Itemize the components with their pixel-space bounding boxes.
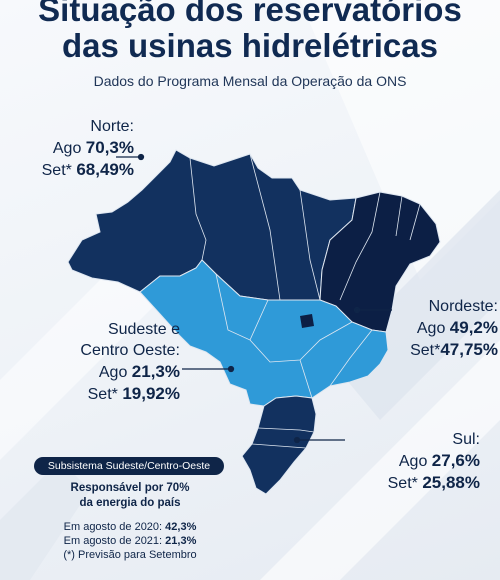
info-box: Responsável por 70% da energia do país E… [30,481,230,562]
map-region-sudeste-centro-oeste [139,259,389,407]
label-nordeste-set-value: 47,75% [440,340,498,359]
label-sudeste-name-2: Centro Oeste: [80,342,180,359]
info-headline-1: Responsável por 70% [70,482,190,494]
label-nordeste-set: Set*47,75% [392,339,498,361]
title-line-2: das usinas hidrelétricas [61,27,438,64]
label-sul-set-label: Set* [387,475,418,492]
label-sul: Sul: Ago 27,6% Set* 25,88% [340,429,480,494]
info-footnote: (*) Previsão para Setembro [63,549,197,561]
subsystem-badge: Subsistema Sudeste/Centro-Oeste [34,457,224,475]
label-norte-ago: Ago 70,3% [4,137,134,159]
label-norte-ago-value: 70,3% [85,138,134,157]
map-region-sul [241,395,317,495]
label-norte: Norte: Ago 70,3% Set* 68,49% [4,116,134,181]
label-nordeste-set-label: Set* [410,342,441,359]
map-df-marker [300,314,314,328]
label-sudeste-set: Set* 19,92% [40,383,180,405]
label-sul-name: Sul: [452,431,480,448]
label-nordeste-ago-value: 49,2% [449,318,498,337]
label-nordeste-name: Nordeste: [428,298,498,315]
label-sul-ago: Ago 27,6% [340,450,480,472]
label-sudeste: Sudeste e Centro Oeste: Ago 21,3% Set* 1… [40,319,180,405]
page-subtitle: Dados do Programa Mensal da Operação da … [93,73,407,89]
info-line-2020-value: 42,3% [165,521,197,533]
info-line-2020: Em agosto de 2020: 42,3% [30,520,230,534]
page-title: Situação dos reservatórios das usinas hi… [0,0,500,64]
label-norte-set-label: Set* [41,162,72,179]
label-nordeste: Nordeste: Ago 49,2% Set*47,75% [392,296,498,361]
label-sudeste-ago-label: Ago [98,364,128,381]
label-sul-ago-value: 27,6% [431,451,480,470]
label-sul-set-value: 25,88% [422,473,480,492]
label-norte-set-value: 68,49% [76,160,134,179]
label-sul-ago-label: Ago [398,453,428,470]
label-nordeste-ago-label: Ago [416,320,446,337]
label-norte-name: Norte: [90,118,134,135]
label-sudeste-ago: Ago 21,3% [40,361,180,383]
info-line-2021: Em agosto de 2021: 21,3% [30,534,230,548]
label-nordeste-ago: Ago 49,2% [392,317,498,339]
info-line-2021-value: 21,3% [165,535,197,547]
label-norte-ago-label: Ago [52,140,82,157]
label-sudeste-set-label: Set* [87,386,118,403]
info-line-2020-text: Em agosto de 2020: [63,521,166,533]
label-sudeste-set-value: 19,92% [122,384,180,403]
info-line-2021-text: Em agosto de 2021: [63,535,166,547]
title-line-1: Situação dos reservatórios [38,0,462,28]
info-headline-2: da energia do país [79,497,181,509]
label-sudeste-name-1: Sudeste e [107,321,180,338]
label-sul-set: Set* 25,88% [340,472,480,494]
label-sudeste-ago-value: 21,3% [131,362,180,381]
label-norte-set: Set* 68,49% [4,159,134,181]
